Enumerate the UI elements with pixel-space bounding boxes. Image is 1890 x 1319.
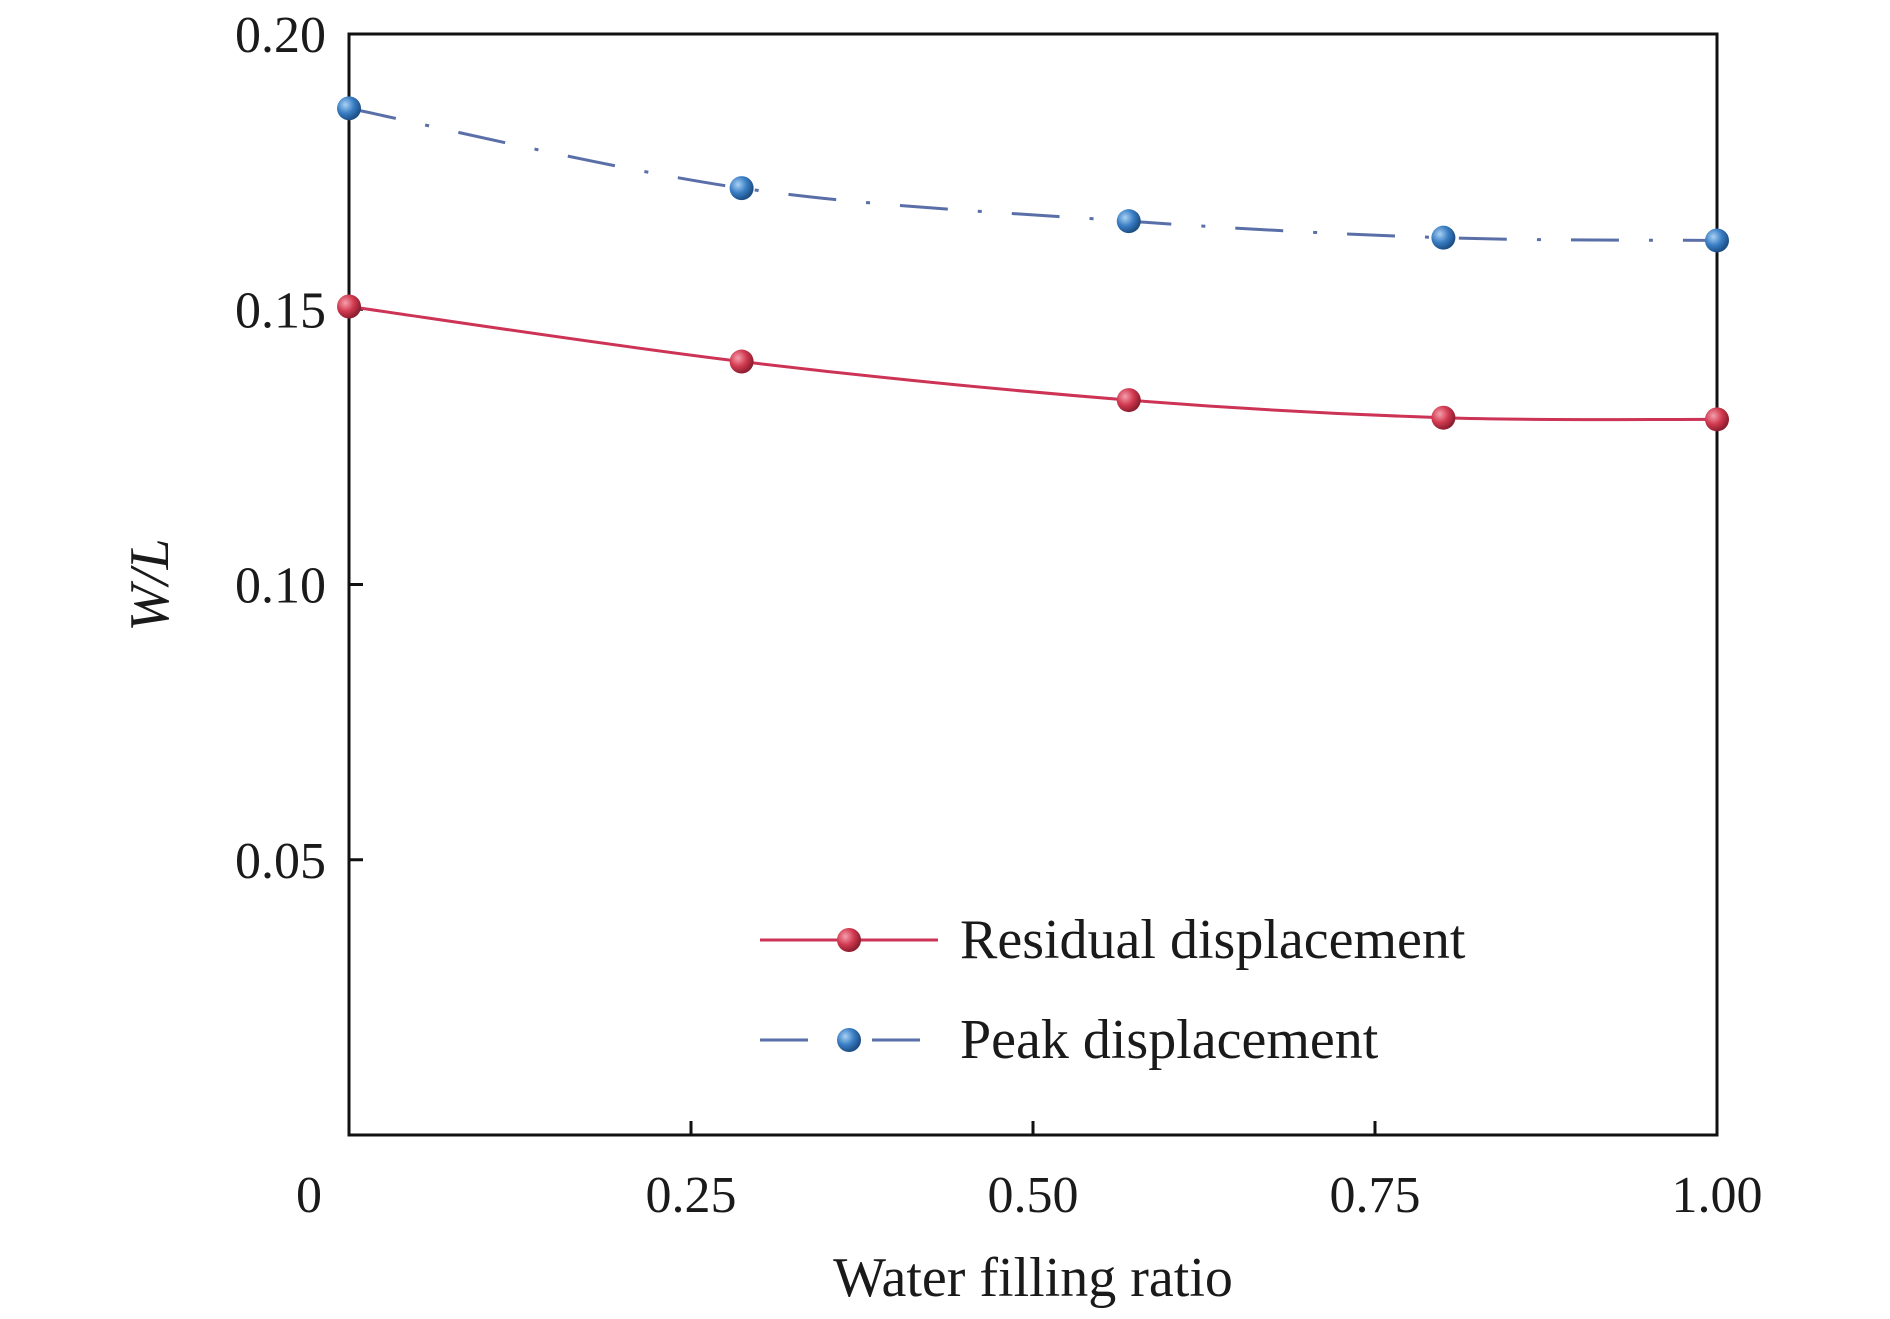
x-tick-label: 0.25 (646, 1167, 737, 1224)
series-line-peak (348, 106, 1718, 242)
x-tick-label: 0 (296, 1167, 322, 1224)
series-layer (337, 96, 1729, 432)
data-point-peak (337, 96, 361, 121)
legend: Residual displacement Peak displacement (760, 909, 1466, 1071)
data-point-peak (1116, 209, 1141, 234)
legend-label-peak: Peak displacement (960, 1009, 1379, 1071)
y-tick-label: 0.15 (235, 282, 326, 339)
data-point-peak (1431, 225, 1456, 250)
legend-item-residual: Residual displacement (760, 909, 1466, 971)
legend-label-residual: Residual displacement (960, 909, 1466, 971)
legend-item-peak: Peak displacement (760, 1009, 1379, 1071)
x-axis: 0 0.25 0.50 0.75 1.00 (296, 1121, 1763, 1224)
data-point-residual (729, 349, 754, 374)
data-point-peak (1705, 228, 1729, 253)
data-point-residual (1705, 407, 1729, 432)
series-line-residual (348, 305, 1718, 422)
y-tick-label: 0.05 (235, 833, 326, 890)
y-tick-label: 0.10 (235, 558, 326, 615)
data-point-residual (1431, 405, 1456, 430)
x-tick-label: 1.00 (1672, 1167, 1763, 1224)
x-axis-label: Water filling ratio (833, 1247, 1233, 1309)
x-tick-label: 0.75 (1330, 1167, 1421, 1224)
y-tick-label: 0.20 (235, 7, 326, 64)
y-axis: 0.05 0.10 0.15 0.20 (235, 7, 363, 890)
legend-marker-peak (837, 1028, 861, 1052)
x-tick-label: 0.50 (988, 1167, 1079, 1224)
data-point-residual (337, 294, 361, 319)
y-axis-label: W/L (119, 538, 181, 631)
data-point-peak (729, 176, 754, 201)
legend-marker-residual (837, 928, 861, 952)
data-point-residual (1116, 388, 1141, 413)
